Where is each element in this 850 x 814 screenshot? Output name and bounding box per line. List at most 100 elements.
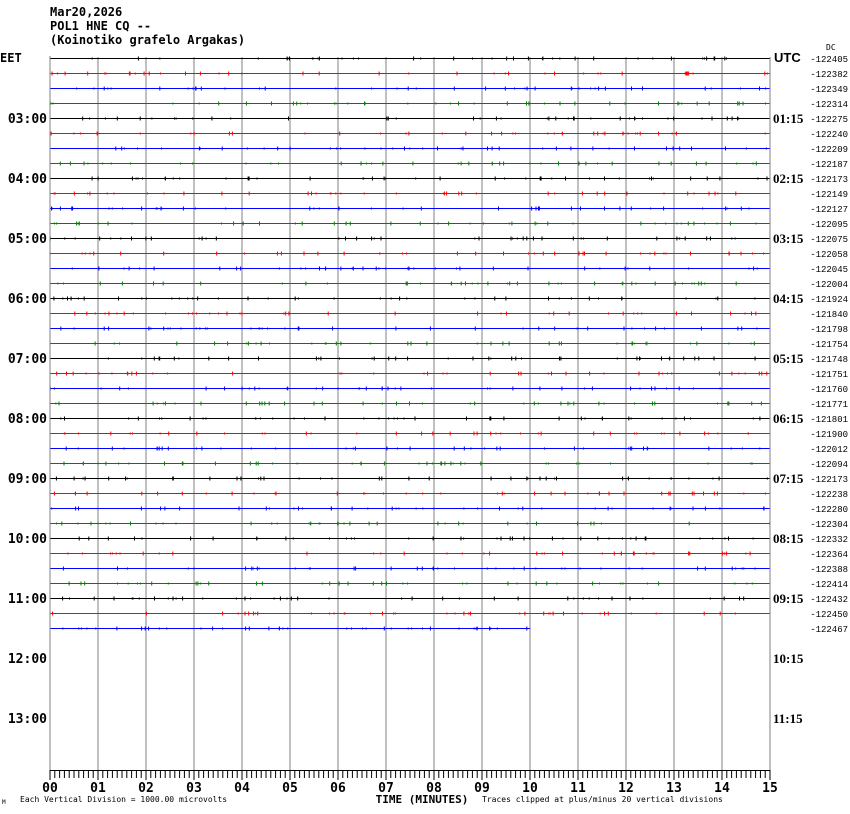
trace-noise [53,191,737,196]
trace-offset-label: -122094 [810,460,848,470]
trace-noise [63,461,753,466]
right-hour-label: 02:15 [773,171,804,186]
trace-noise [51,206,750,211]
trace-offset-label: -122127 [810,205,848,215]
station-label: POL1 HNE CQ -- [50,19,152,33]
trace-offset-label: -121924 [810,295,848,305]
trace-noise [65,446,761,451]
trace-noise [54,221,757,226]
trace-offset-label: -122045 [810,265,848,275]
trace-offset-label: -122004 [810,280,848,290]
trace-offset-label: -122238 [810,490,848,500]
trace-noise [55,401,762,406]
trace-noise [53,296,771,301]
trace-noise [50,131,766,136]
trace-offset-label: -122314 [810,100,848,110]
right-hour-label: 07:15 [773,471,804,486]
x-tick-label: 03 [186,781,202,796]
trace-offset-label: -122240 [810,130,848,140]
scale-note: Each Vertical Division = 1000.00 microvo… [20,795,227,804]
trace-noise [82,116,740,121]
left-hour-label: 03:00 [8,112,47,127]
left-hour-label: 05:00 [8,232,47,247]
x-tick-label: 13 [666,781,682,796]
trace-offset-label: -121754 [810,340,848,350]
trace-noise [63,431,749,436]
x-tick-label: 06 [330,781,346,796]
trace-offset-label: -122450 [810,610,848,620]
x-tick-label: 08 [426,781,442,796]
left-hour-label: 12:00 [8,652,47,667]
trace-noise [74,311,757,316]
trace-noise [115,146,767,151]
trace-noise [76,86,767,91]
trace-noise [51,71,768,76]
right-hour-label: 06:15 [773,411,804,426]
trace-offset-label: -122075 [810,235,848,245]
right-timezone-label: UTC [774,50,801,65]
trace-offset-label: -122187 [810,160,848,170]
trace-noise [51,506,765,511]
left-hour-label: 06:00 [8,292,47,307]
dc-label: DC [826,43,836,52]
trace-offset-label: -122012 [810,445,848,455]
trace-noise [49,251,765,256]
x-tick-label: 05 [282,781,298,796]
trace-noise [56,521,770,526]
left-hour-label: 04:00 [8,172,47,187]
x-tick-label: 12 [618,781,634,796]
trace-noise [53,491,766,496]
corner-mark: M [2,799,6,806]
right-hour-label: 03:15 [773,231,804,246]
trace-noise [50,101,766,106]
trace-offset-label: -122280 [810,505,848,515]
trace-noise [107,356,756,361]
trace-noise [62,626,528,631]
trace-offset-label: -121760 [810,385,848,395]
date-label: Mar20,2026 [50,5,123,19]
trace-noise [60,326,758,331]
x-tick-label: 15 [762,781,778,796]
trace-noise [68,581,753,586]
trace-offset-label: -122405 [810,55,848,65]
x-axis-title: TIME (MINUTES) [376,793,469,806]
right-hour-label: 08:15 [773,531,804,546]
trace-offset-label: -121900 [810,430,848,440]
x-tick-label: 04 [234,781,250,796]
trace-offset-label: -122332 [810,535,848,545]
left-hour-label: 08:00 [8,412,47,427]
right-hour-label: 10:15 [773,651,804,666]
trace-offset-label: -122382 [810,70,848,80]
right-hour-label: 05:15 [773,351,804,366]
x-tick-label: 11 [570,781,586,796]
clip-note: Traces clipped at plus/minus 20 vertical… [482,795,723,804]
x-tick-label: 01 [90,781,106,796]
trace-noise [71,266,758,271]
x-tick-label: 00 [42,781,58,796]
trace-offset-label: -122467 [810,625,848,635]
left-hour-label: 13:00 [8,712,47,727]
trace-offset-label: -121798 [810,325,848,335]
trace-offset-label: -121771 [810,400,848,410]
trace-offset-label: -121748 [810,355,848,365]
trace-offset-label: -122304 [810,520,848,530]
left-hour-label: 10:00 [8,532,47,547]
left-hour-label: 07:00 [8,352,47,367]
location-label: (Koinotiko grafelo Argakas) [50,33,246,47]
trace-offset-label: -121840 [810,310,848,320]
left-hour-label: 09:00 [8,472,47,487]
trace-noise [62,596,745,601]
x-tick-label: 07 [378,781,394,796]
trace-noise [57,281,737,286]
x-tick-label: 02 [138,781,154,796]
trace-offset-label: -122432 [810,595,848,605]
right-hour-label: 01:15 [773,111,804,126]
trace-noise [56,371,768,376]
trace-noise [91,176,768,181]
right-hour-label: 09:15 [773,591,804,606]
trace-offset-label: -122414 [810,580,848,590]
trace-noise [60,416,761,421]
trace-offset-label: -122173 [810,475,848,485]
